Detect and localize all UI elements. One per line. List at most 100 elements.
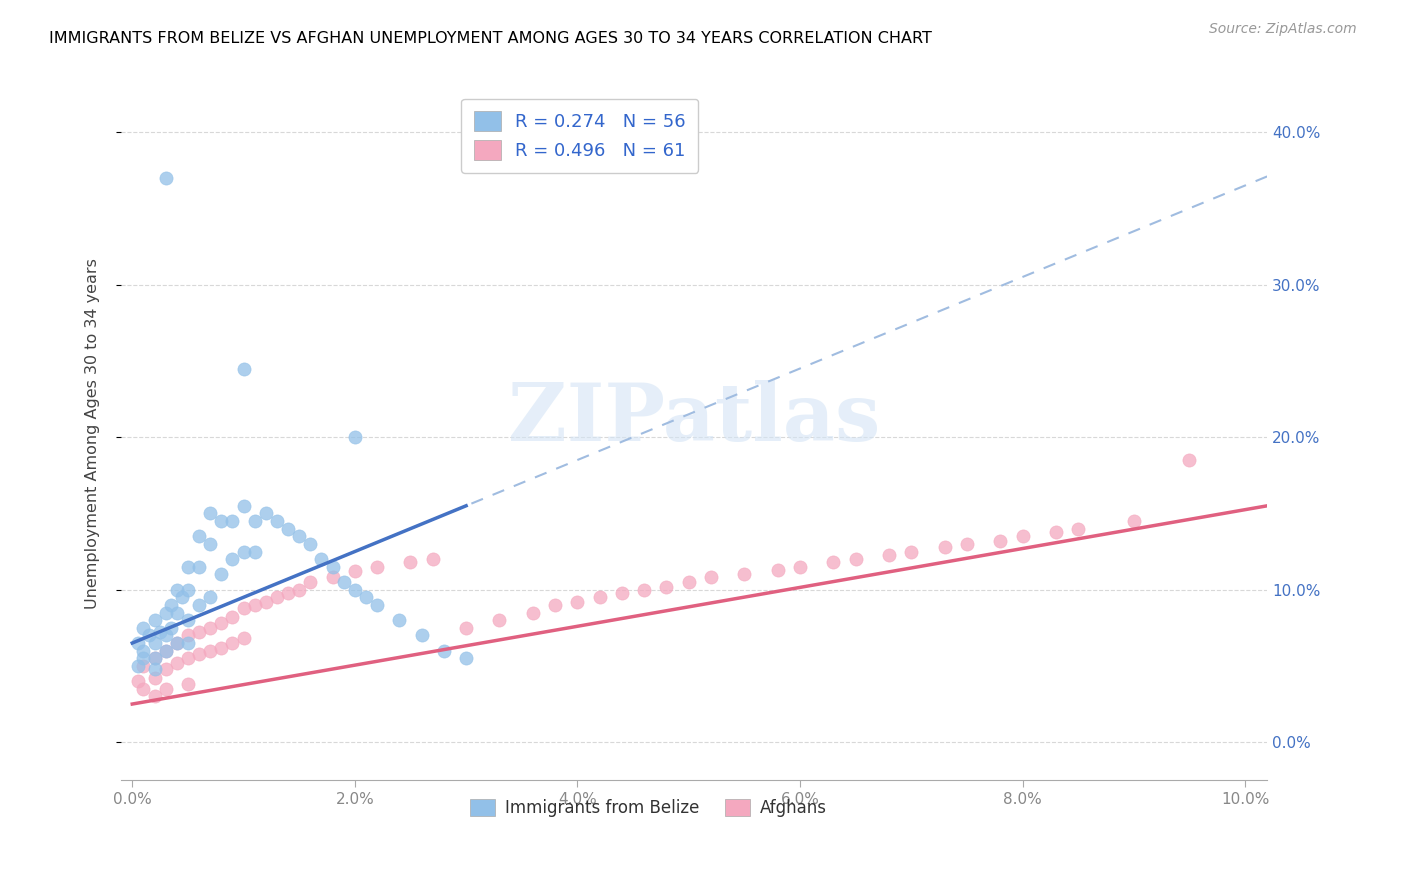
- Point: [177, 628, 200, 642]
- Point: [366, 598, 388, 612]
- Point: [655, 580, 678, 594]
- Point: [166, 606, 188, 620]
- Point: [177, 582, 200, 597]
- Point: [198, 621, 221, 635]
- Point: [221, 610, 243, 624]
- Point: [766, 563, 789, 577]
- Point: [343, 565, 366, 579]
- Point: [900, 544, 922, 558]
- Point: [411, 628, 433, 642]
- Point: [266, 591, 288, 605]
- Point: [188, 598, 211, 612]
- Point: [188, 529, 211, 543]
- Point: [188, 625, 211, 640]
- Point: [143, 690, 166, 704]
- Point: [700, 570, 723, 584]
- Point: [177, 651, 200, 665]
- Point: [277, 585, 299, 599]
- Point: [143, 613, 166, 627]
- Point: [143, 651, 166, 665]
- Point: [177, 613, 200, 627]
- Point: [232, 544, 254, 558]
- Point: [522, 606, 544, 620]
- Point: [232, 499, 254, 513]
- Point: [1122, 514, 1144, 528]
- Point: [733, 567, 755, 582]
- Point: [243, 544, 266, 558]
- Point: [127, 659, 149, 673]
- Point: [823, 555, 845, 569]
- Point: [678, 575, 700, 590]
- Point: [988, 533, 1011, 548]
- Point: [332, 575, 354, 590]
- Point: [288, 529, 311, 543]
- Point: [456, 651, 478, 665]
- Point: [132, 659, 155, 673]
- Point: [166, 636, 188, 650]
- Point: [209, 514, 232, 528]
- Point: [456, 621, 478, 635]
- Point: [166, 656, 188, 670]
- Point: [209, 640, 232, 655]
- Point: [322, 570, 344, 584]
- Point: [132, 621, 155, 635]
- Point: [155, 628, 177, 642]
- Point: [160, 598, 183, 612]
- Point: [544, 598, 567, 612]
- Point: [160, 621, 183, 635]
- Point: [1045, 524, 1067, 539]
- Point: [845, 552, 868, 566]
- Point: [254, 507, 277, 521]
- Point: [588, 591, 610, 605]
- Point: [789, 559, 811, 574]
- Text: Source: ZipAtlas.com: Source: ZipAtlas.com: [1209, 22, 1357, 37]
- Point: [143, 662, 166, 676]
- Point: [1011, 529, 1033, 543]
- Point: [143, 671, 166, 685]
- Point: [299, 575, 322, 590]
- Text: IMMIGRANTS FROM BELIZE VS AFGHAN UNEMPLOYMENT AMONG AGES 30 TO 34 YEARS CORRELAT: IMMIGRANTS FROM BELIZE VS AFGHAN UNEMPLO…: [49, 31, 932, 46]
- Point: [232, 632, 254, 646]
- Legend: Immigrants from Belize, Afghans: Immigrants from Belize, Afghans: [464, 792, 834, 824]
- Point: [177, 636, 200, 650]
- Point: [322, 559, 344, 574]
- Point: [1067, 522, 1090, 536]
- Point: [422, 552, 444, 566]
- Point: [388, 613, 411, 627]
- Point: [221, 552, 243, 566]
- Point: [1178, 453, 1201, 467]
- Point: [366, 559, 388, 574]
- Point: [127, 636, 149, 650]
- Point: [243, 514, 266, 528]
- Point: [132, 681, 155, 696]
- Point: [143, 651, 166, 665]
- Point: [127, 674, 149, 689]
- Point: [132, 651, 155, 665]
- Point: [209, 616, 232, 631]
- Point: [166, 636, 188, 650]
- Point: [209, 567, 232, 582]
- Point: [934, 540, 956, 554]
- Point: [399, 555, 422, 569]
- Point: [177, 677, 200, 691]
- Point: [149, 625, 172, 640]
- Point: [138, 628, 160, 642]
- Point: [610, 585, 633, 599]
- Point: [343, 430, 366, 444]
- Point: [198, 507, 221, 521]
- Point: [343, 582, 366, 597]
- Point: [188, 559, 211, 574]
- Point: [155, 643, 177, 657]
- Point: [188, 647, 211, 661]
- Point: [299, 537, 322, 551]
- Point: [488, 613, 510, 627]
- Point: [288, 582, 311, 597]
- Y-axis label: Unemployment Among Ages 30 to 34 years: Unemployment Among Ages 30 to 34 years: [86, 258, 100, 608]
- Point: [232, 601, 254, 615]
- Point: [354, 591, 377, 605]
- Point: [198, 591, 221, 605]
- Point: [198, 643, 221, 657]
- Point: [567, 595, 589, 609]
- Point: [132, 643, 155, 657]
- Point: [277, 522, 299, 536]
